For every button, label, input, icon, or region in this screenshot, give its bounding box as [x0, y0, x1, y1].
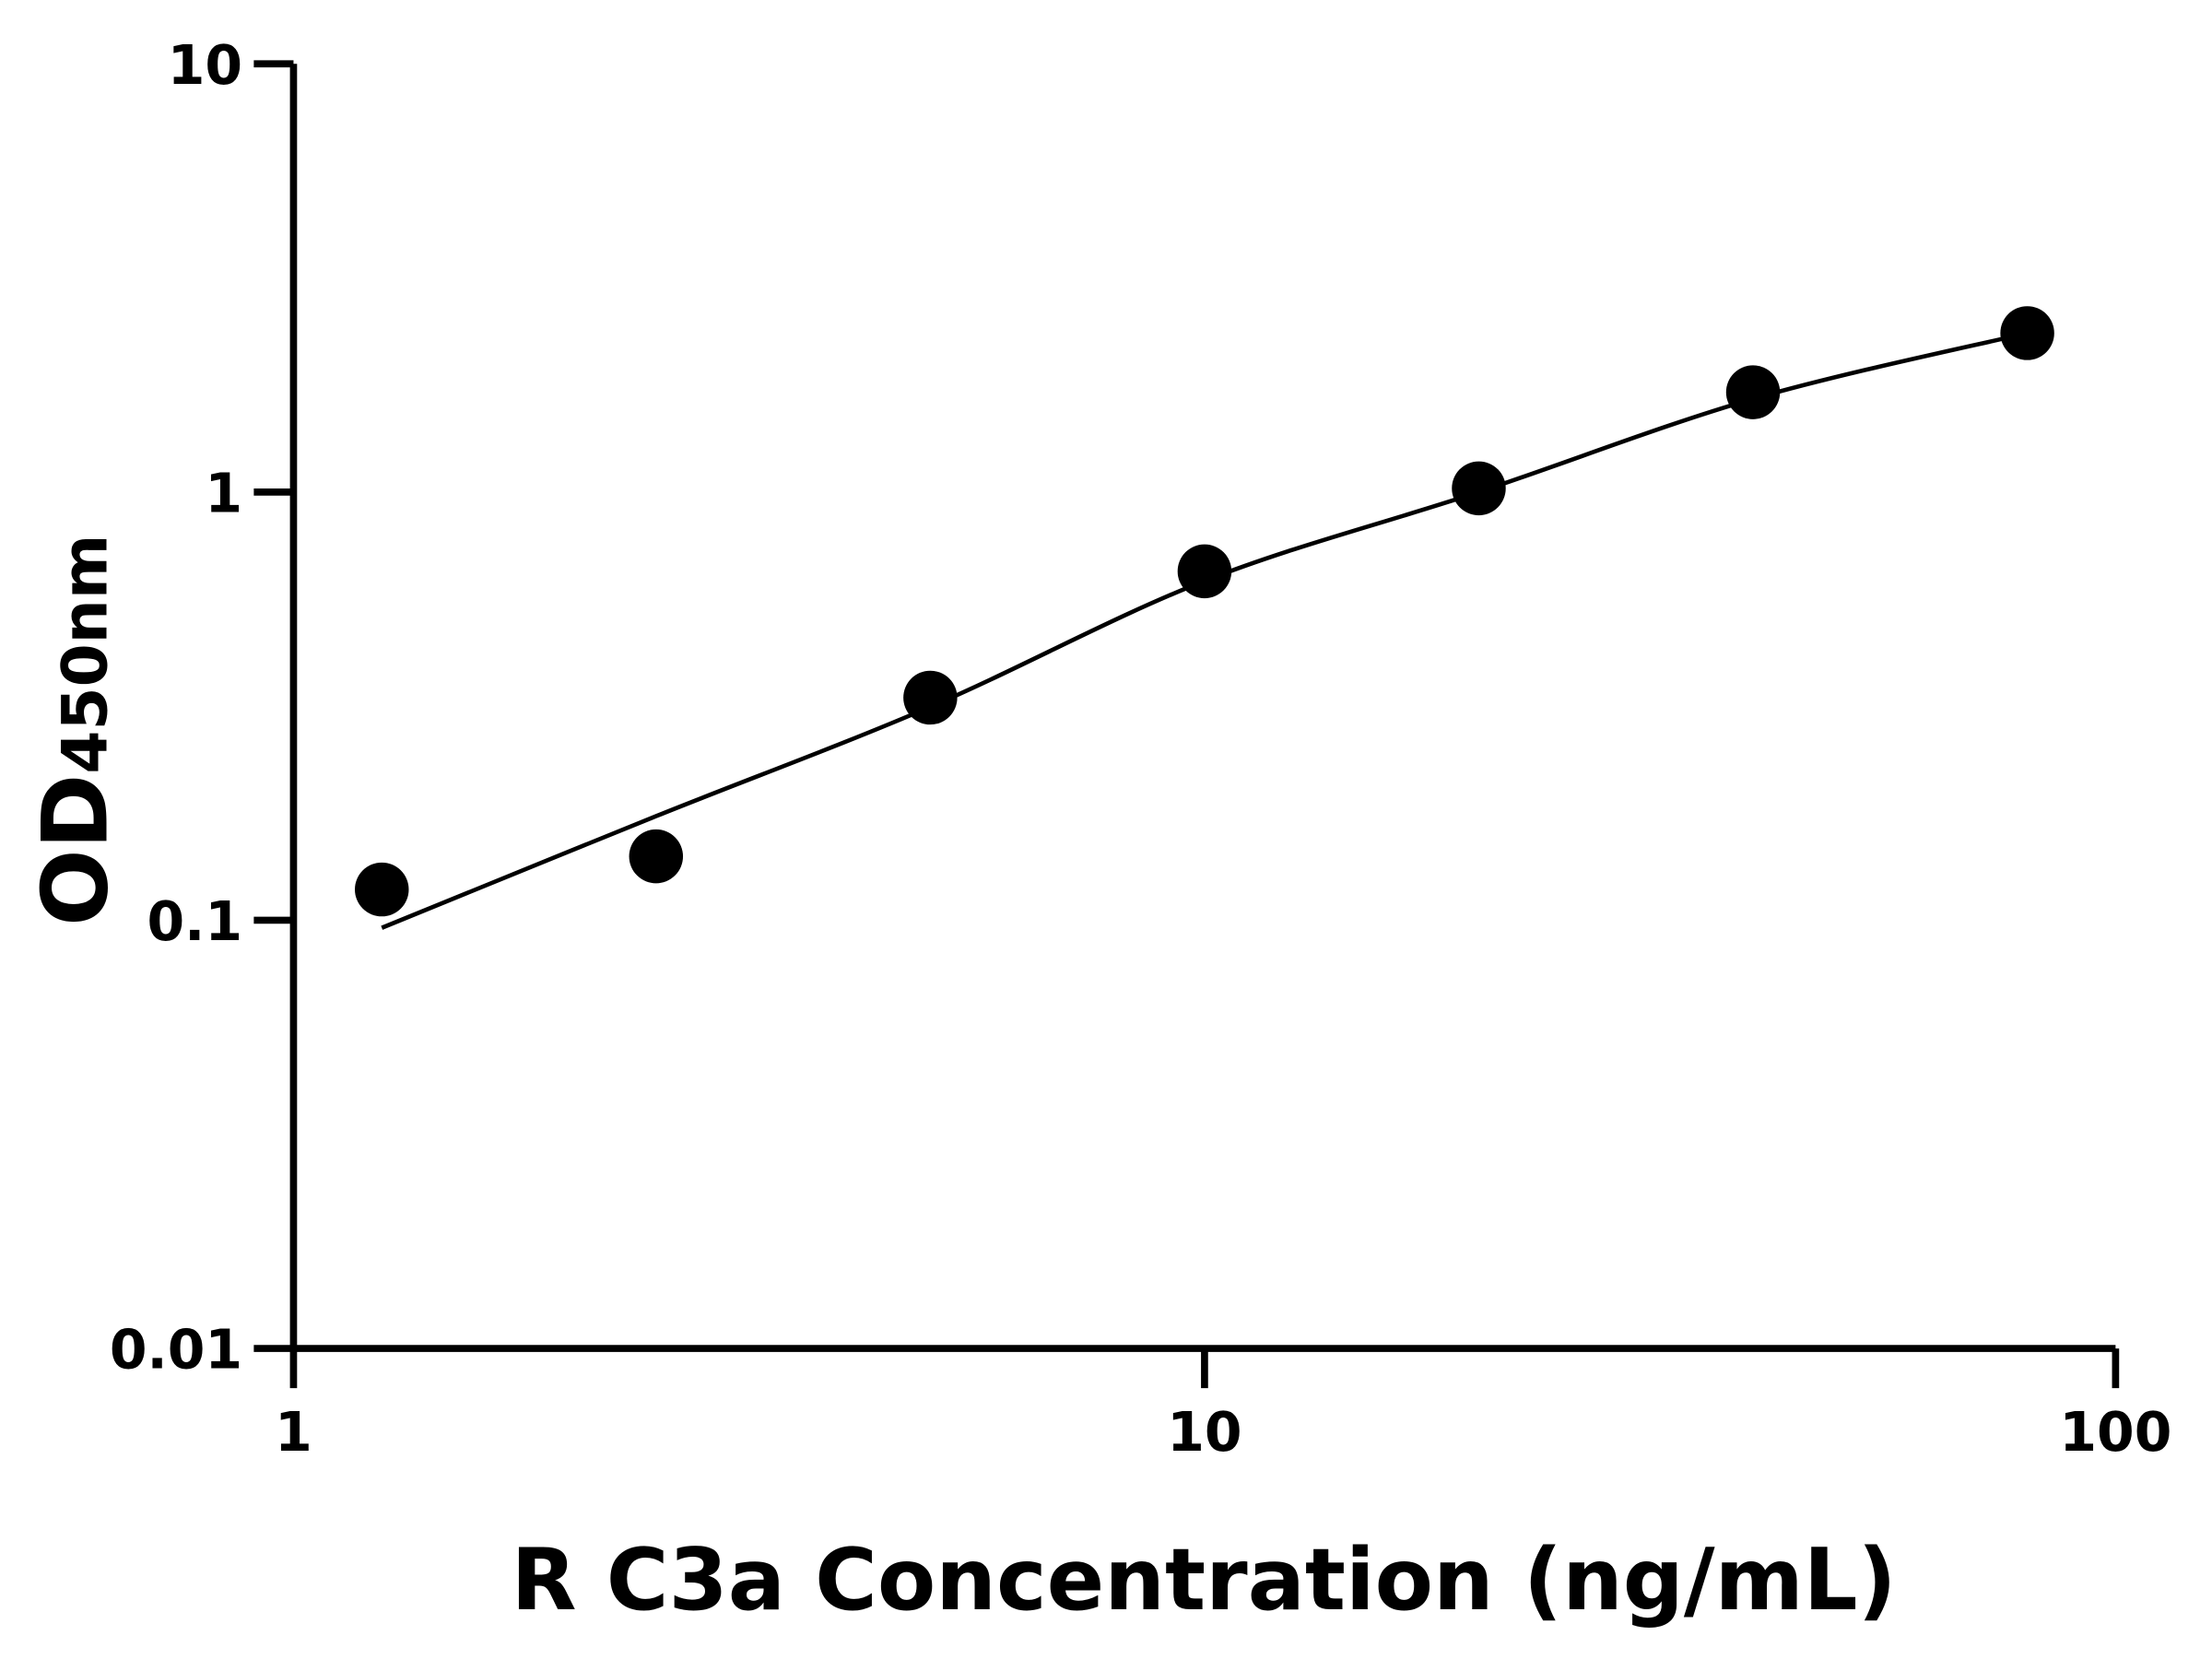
y-axis-label-subscript: 450nm — [48, 535, 121, 774]
data-point — [629, 829, 684, 884]
data-point — [903, 670, 958, 725]
y-tick-label: 1 — [205, 462, 242, 524]
fit-curve — [381, 331, 2029, 930]
x-axis-label: R C3a Concentration (ng/mL) — [512, 1530, 1897, 1630]
data-point — [1177, 544, 1232, 599]
x-tick-label: 1 — [275, 1401, 312, 1464]
data-point — [355, 862, 409, 917]
data-point — [1725, 365, 1781, 419]
y-axis-label-main: OD — [23, 774, 128, 926]
y-tick-label: 10 — [168, 34, 242, 97]
axes — [253, 60, 2120, 1389]
x-tick-label: 100 — [2059, 1401, 2171, 1464]
data-point — [2000, 306, 2054, 360]
y-tick-label: 0.1 — [147, 890, 243, 953]
data-points — [355, 306, 2054, 917]
data-point — [1452, 461, 1506, 516]
y-axis-label: OD450nm — [23, 535, 128, 926]
y-tick-label: 0.01 — [110, 1319, 242, 1382]
tick-labels: 0.01 0.1 1 10 1 10 100 — [110, 34, 2172, 1464]
x-tick-label: 10 — [1167, 1401, 1241, 1464]
